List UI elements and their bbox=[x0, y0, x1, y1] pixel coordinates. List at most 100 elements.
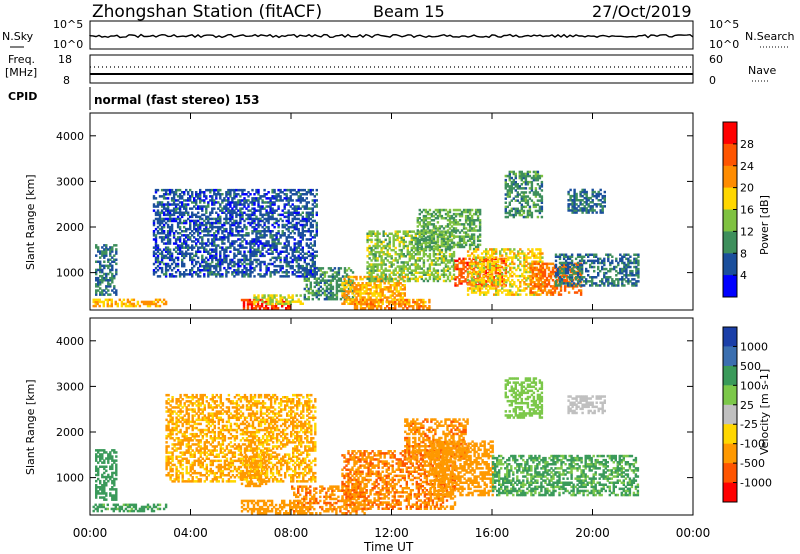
radar-cell bbox=[525, 256, 528, 259]
radar-cell bbox=[428, 245, 432, 249]
radar-cell bbox=[337, 283, 341, 287]
radar-cell bbox=[101, 289, 104, 292]
radar-cell bbox=[317, 283, 320, 287]
radar-cell bbox=[368, 271, 371, 274]
radar-cell bbox=[363, 302, 367, 306]
radar-cell bbox=[160, 260, 164, 264]
radar-cell bbox=[239, 246, 242, 249]
radar-cell bbox=[132, 304, 136, 308]
radar-cell bbox=[245, 256, 248, 260]
radar-cell bbox=[178, 188, 182, 192]
radar-cell bbox=[527, 266, 530, 270]
radar-cell bbox=[237, 223, 240, 227]
radar-cell bbox=[406, 267, 409, 270]
radar-cell bbox=[551, 279, 555, 282]
radar-cell bbox=[506, 185, 509, 188]
radar-cell bbox=[581, 207, 584, 210]
radar-cell bbox=[247, 221, 250, 225]
radar-cell bbox=[115, 262, 118, 266]
radar-cell bbox=[347, 279, 351, 282]
radar-cell bbox=[343, 286, 346, 289]
radar-cell bbox=[172, 260, 176, 264]
radar-cell bbox=[113, 276, 116, 280]
radar-cell bbox=[493, 281, 496, 284]
radar-cell bbox=[424, 236, 428, 240]
radar-cell bbox=[272, 307, 276, 310]
radar-cell bbox=[627, 259, 630, 263]
radar-cell bbox=[365, 290, 368, 293]
radar-cell bbox=[259, 197, 262, 200]
radar-cell bbox=[246, 307, 250, 310]
radar-cell bbox=[152, 219, 156, 223]
radar-cell bbox=[386, 259, 389, 262]
radar-cell bbox=[390, 232, 393, 235]
radar-cell bbox=[142, 300, 146, 304]
radar-cell bbox=[629, 269, 632, 273]
radar-cell bbox=[269, 244, 272, 247]
radar-cell bbox=[225, 269, 228, 272]
radar-cell bbox=[235, 262, 238, 266]
radar-cell bbox=[374, 246, 377, 250]
radar-cell bbox=[426, 223, 430, 226]
radar-cell bbox=[478, 225, 482, 228]
radar-cell bbox=[424, 223, 428, 226]
radar-cell bbox=[617, 271, 620, 275]
radar-cell bbox=[185, 246, 188, 249]
radar-cell bbox=[203, 223, 206, 227]
radar-cell bbox=[562, 269, 566, 273]
radar-cell bbox=[221, 207, 224, 210]
radar-cell bbox=[514, 174, 517, 178]
radar-cell bbox=[225, 254, 228, 258]
radar-cell bbox=[243, 250, 246, 253]
radar-cell bbox=[578, 253, 582, 256]
radar-cell bbox=[476, 248, 480, 251]
radar-cell bbox=[529, 279, 533, 282]
radar-cell bbox=[547, 266, 551, 270]
radar-cell bbox=[256, 300, 260, 304]
radar-cell bbox=[374, 242, 377, 246]
radar-cell bbox=[201, 242, 204, 245]
radar-cell bbox=[263, 260, 266, 264]
radar-cell bbox=[259, 230, 262, 233]
radar-cell bbox=[229, 258, 232, 262]
radar-cell bbox=[367, 292, 370, 295]
radar-cell bbox=[505, 289, 508, 292]
radar-cell bbox=[221, 240, 224, 243]
radar-cell bbox=[394, 230, 397, 233]
radar-cell bbox=[430, 235, 434, 238]
radar-cell bbox=[178, 219, 182, 223]
radar-cell bbox=[319, 275, 322, 278]
radar-cell bbox=[510, 209, 513, 213]
radar-cell bbox=[534, 176, 538, 180]
radar-cell bbox=[353, 307, 357, 310]
radar-cell bbox=[484, 257, 487, 261]
radar-cell bbox=[476, 229, 480, 232]
radar-cell bbox=[271, 240, 274, 243]
nave-tick-top: 60 bbox=[709, 53, 723, 66]
radar-cell bbox=[568, 278, 572, 281]
radar-cell bbox=[158, 221, 162, 225]
radar-cell bbox=[497, 276, 500, 280]
radar-cell bbox=[271, 213, 274, 217]
radar-cell bbox=[458, 269, 461, 273]
radar-cell bbox=[547, 274, 551, 278]
radar-cell bbox=[235, 195, 238, 198]
radar-cell bbox=[436, 271, 440, 274]
radar-cell bbox=[253, 227, 256, 231]
radar-cell bbox=[444, 217, 448, 220]
radar-cell bbox=[168, 193, 172, 196]
radar-cell bbox=[195, 230, 198, 233]
radar-cell bbox=[199, 195, 202, 198]
radar-cell bbox=[601, 280, 604, 283]
radar-cell bbox=[444, 250, 448, 254]
radar-cell bbox=[472, 287, 476, 290]
radar-cell bbox=[164, 273, 168, 276]
radar-cell bbox=[227, 201, 230, 204]
radar-cell bbox=[406, 261, 409, 264]
radar-cell bbox=[162, 242, 166, 245]
radar-cell bbox=[237, 213, 240, 217]
radar-cell bbox=[587, 211, 590, 214]
radar-cell bbox=[315, 289, 318, 293]
radar-cell bbox=[400, 238, 403, 242]
